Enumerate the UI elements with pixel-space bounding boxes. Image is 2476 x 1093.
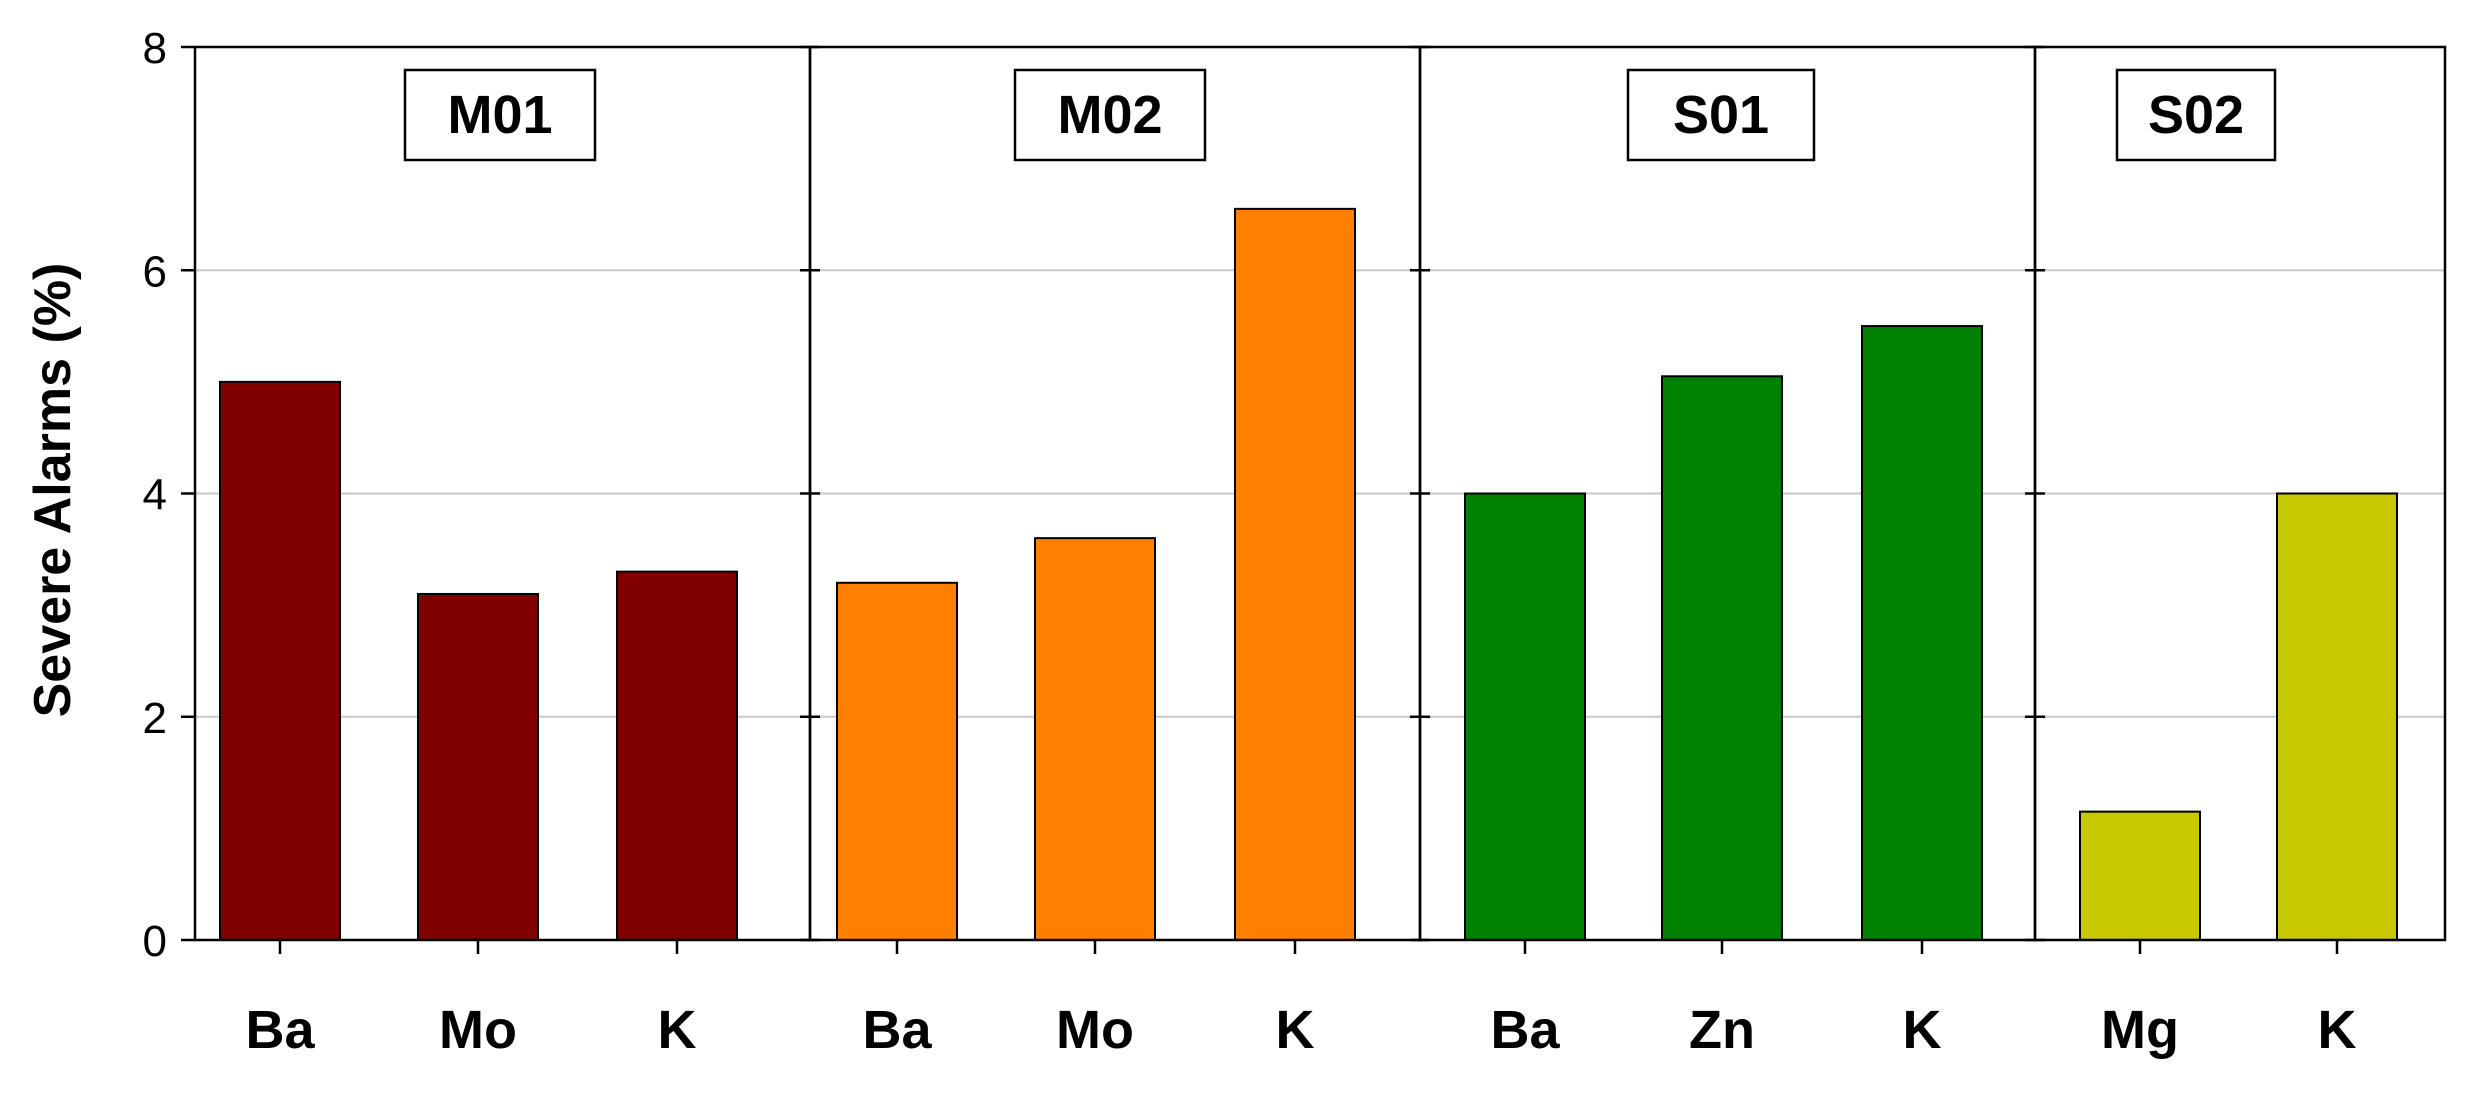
category-labels: Ba Mo K Ba Mo K Ba Zn K Mg K: [245, 1000, 2356, 1060]
bar-s01-zn: [1661, 375, 1783, 941]
x-tick-label: Ba: [862, 1000, 932, 1060]
x-tick-label: Mo: [439, 1000, 517, 1060]
y-axis-title: Severe Alarms (%): [24, 263, 82, 718]
bar-s02-mg: [2079, 810, 2201, 941]
panel-title-box: [2115, 68, 2277, 162]
y-tick-label: 2: [143, 694, 167, 743]
bar-m01-mo: [417, 592, 539, 942]
x-tick-label: K: [1903, 1000, 1942, 1060]
panel-title: S02: [2148, 85, 2244, 145]
bar-m01-ba: [219, 380, 341, 941]
x-tick-label: K: [658, 1000, 697, 1060]
y-axis-ticks: 0 2 4 6 8: [143, 24, 195, 966]
x-tick-label: Mg: [2101, 1000, 2179, 1060]
bar-s01-k: [1861, 325, 1983, 941]
panel-title-box: [1013, 68, 1207, 162]
x-tick-label: Zn: [1689, 1000, 1755, 1060]
bar-m02-k: [1234, 207, 1356, 941]
panel-title: M01: [447, 85, 552, 145]
bar-s01-ba: [1464, 492, 1586, 941]
y-tick-label: 0: [143, 917, 167, 966]
panel-title: M02: [1057, 85, 1162, 145]
panel-titles: M01 M02 S01 S02: [403, 68, 2277, 162]
x-tick-label: Ba: [245, 1000, 315, 1060]
bar-m02-ba: [836, 581, 958, 941]
x-tick-label: Ba: [1490, 1000, 1560, 1060]
panel-title: S01: [1673, 85, 1769, 145]
x-tick-label: K: [2318, 1000, 2357, 1060]
bars: [219, 207, 2398, 942]
x-tick-label: K: [1276, 1000, 1315, 1060]
panel-title-box: [1626, 68, 1816, 162]
bar-m02-mo: [1034, 537, 1156, 942]
y-tick-label: 4: [143, 471, 167, 520]
panel-title-box: [403, 68, 597, 162]
bar-s02-k: [2276, 492, 2398, 941]
x-tick-label: Mo: [1056, 1000, 1134, 1060]
y-tick-label: 6: [143, 247, 167, 296]
y-tick-label: 8: [143, 24, 167, 73]
bar-m01-k: [616, 570, 738, 941]
